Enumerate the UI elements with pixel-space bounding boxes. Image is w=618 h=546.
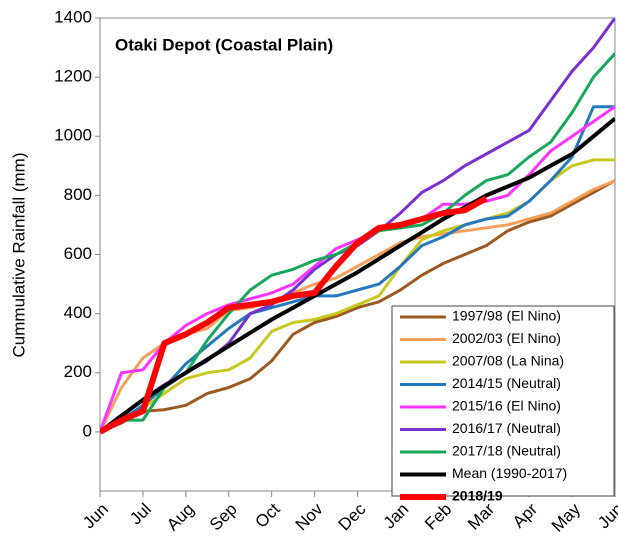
x-tick-label: Dec [335, 499, 370, 534]
x-tick-label: Mar [464, 499, 498, 533]
x-tick-label: Jun [79, 500, 112, 533]
legend-box [391, 305, 615, 497]
y-tick-label: 0 [83, 421, 92, 440]
chart-title: Otaki Depot (Coastal Plain) [115, 35, 333, 54]
series-line [100, 116, 615, 434]
x-tick-label: Apr [509, 499, 541, 531]
legend-label: 2007/08 (La Nina) [452, 353, 564, 369]
x-tick-label: Jan [380, 500, 413, 533]
x-tick-label: Aug [163, 500, 198, 535]
y-tick-label: 1200 [54, 67, 92, 86]
x-tick-label: Feb [421, 500, 455, 534]
y-tick-label: 800 [64, 185, 92, 204]
legend-label: 2017/18 (Neutral) [452, 443, 561, 459]
y-axis-label: Cummulative Rainfall (mm) [9, 153, 28, 358]
series-line [100, 179, 615, 434]
x-tick-label: Sep [206, 500, 241, 535]
x-tick-label: Jul [126, 500, 155, 529]
legend-label: 1997/98 (El Nino) [452, 308, 561, 324]
legend-label: 2018/19 [452, 488, 503, 504]
x-tick-label: Nov [292, 499, 327, 534]
x-tick-label: Oct [252, 499, 284, 531]
y-tick-label: 1400 [54, 7, 92, 26]
legend-label: 2015/16 (El Nino) [452, 398, 561, 414]
x-tick-label: May [548, 499, 584, 535]
y-tick-label: 1000 [54, 126, 92, 145]
x-tick-label: Jun [594, 500, 618, 533]
legend-label: Mean (1990-2017) [452, 465, 567, 481]
y-tick-label: 600 [64, 244, 92, 263]
y-tick-label: 200 [64, 362, 92, 381]
legend-label: 2002/03 (El Nino) [452, 330, 561, 346]
y-tick-label: 400 [64, 303, 92, 322]
legend-label: 2014/15 (Neutral) [452, 375, 561, 391]
series-line [100, 105, 615, 434]
series-line [100, 195, 488, 435]
legend-label: 2016/17 (Neutral) [452, 420, 561, 436]
